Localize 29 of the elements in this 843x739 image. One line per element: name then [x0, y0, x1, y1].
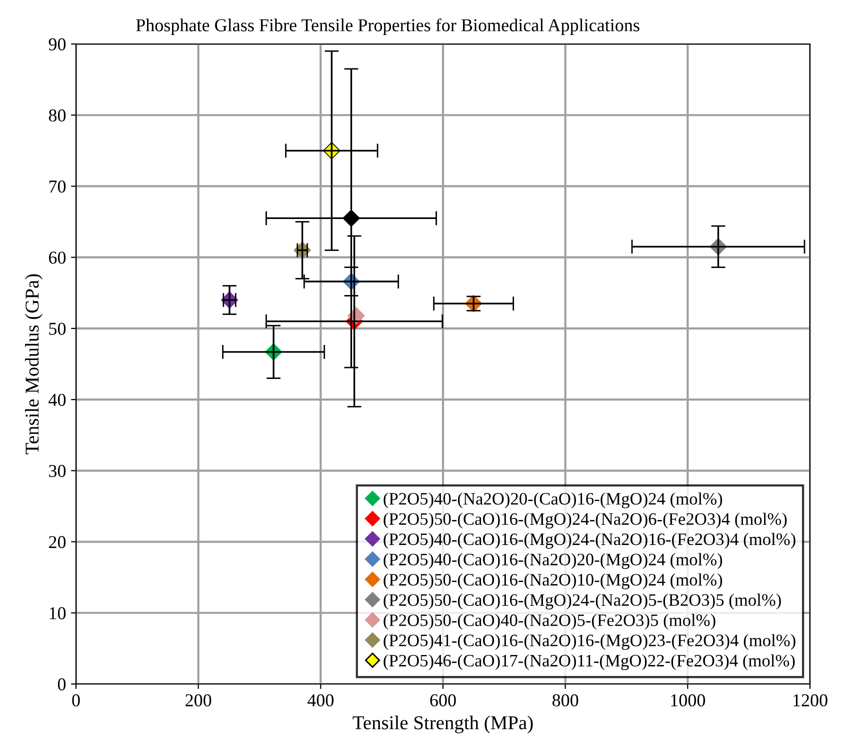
x-axis-title: Tensile Strength (MPa) [352, 716, 533, 734]
x-tick-label: 1200 [794, 694, 828, 706]
y-tick-label: 50 [49, 322, 66, 335]
x-tick-label: 200 [186, 694, 212, 706]
x-tick-label: 1000 [671, 694, 706, 706]
y-tick-label: 60 [49, 252, 66, 264]
legend-label: (P2O5)40-(CaO)16-(MgO)24-(Na2O)16-(Fe2O3)4 (mol%) [384, 532, 796, 549]
x-tick-label: 600 [430, 694, 456, 706]
y-tick-label: 40 [48, 394, 66, 406]
x-tick-label: 0 [72, 694, 80, 706]
legend-label: (P2O5)41-(CaO)16-(Na2O)16-(MgO)23-(Fe2O3)4 (mol%) [384, 634, 796, 650]
legend-label: (P2O5)50-(CaO)16-(Na2O)10-(MgO)24 (mol%) [384, 573, 722, 590]
y-tick-label: 80 [48, 109, 66, 122]
legend-label: (P2O5)40-(Na2O)20-(CaO)16-(MgO)24 (mol%) [384, 492, 722, 508]
y-tick-label: 10 [50, 607, 66, 620]
y-tick-label: 0 [58, 678, 66, 690]
y-tick-label: 20 [49, 536, 66, 548]
legend-label: (P2O5)50-(CaO)16-(MgO)24-(Na2O)5-(B2O3)5 (mol%) [384, 594, 781, 610]
y-tick-label: 30 [49, 464, 66, 478]
y-tick-label: 70 [49, 180, 66, 193]
legend-label: (P2O5)40-(CaO)16-(Na2O)20-(MgO)24 (mol%) [384, 553, 722, 569]
y-tick-label: 90 [48, 38, 66, 50]
y-axis-title: Tensile Modulus (GPa) [25, 274, 43, 454]
x-tick-label: 800 [552, 694, 578, 706]
legend-label: (P2O5)50-(CaO)40-(Na2O)5-(Fe2O3)5 (mol%) [384, 614, 716, 630]
chart-title: Phosphate Glass Fibre Tensile Properties for Biomedical Applications [136, 18, 640, 36]
legend-label: (P2O5)50-(CaO)16-(MgO)24-(Na2O)6-(Fe2O3)4 (mol%) [384, 512, 787, 528]
x-tick-label: 400 [307, 694, 334, 706]
legend-label: (P2O5)46-(CaO)17-(Na2O)11-(MgO)22-(Fe2O3)4 (mol%) [384, 654, 795, 670]
